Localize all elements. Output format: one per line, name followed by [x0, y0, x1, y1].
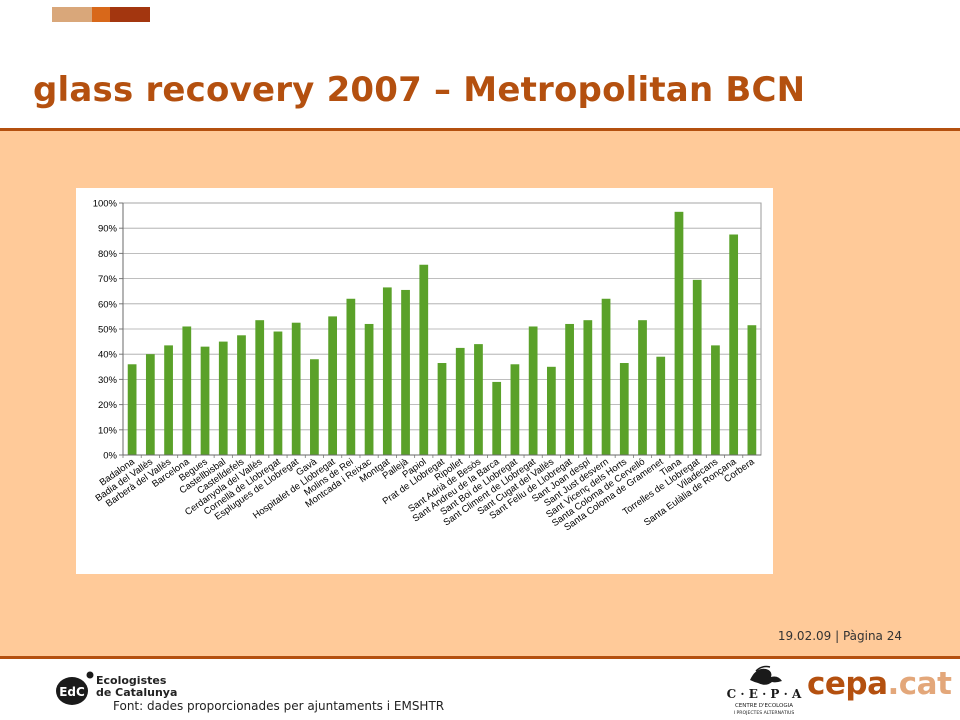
y-tick-label: 80%	[98, 249, 118, 260]
cepa-sub-2: I PROJECTES ALTERNATIUS	[734, 710, 795, 716]
bar	[492, 381, 502, 455]
bar	[145, 354, 155, 455]
bar	[164, 345, 173, 455]
bar	[583, 320, 593, 455]
edc-name-line2: de Catalunya	[96, 686, 178, 699]
y-tick-label: 90%	[98, 224, 118, 235]
bar	[328, 316, 338, 455]
bar	[747, 325, 757, 455]
bar	[638, 320, 647, 455]
glass-recovery-bar-chart: 0%10%20%30%40%50%60%70%80%90%100%Badalon…	[93, 199, 762, 533]
bar	[200, 346, 210, 455]
y-tick-label: 60%	[98, 299, 118, 310]
bar	[127, 364, 137, 455]
title-rule	[0, 128, 960, 131]
header-stripe-dark	[110, 7, 150, 22]
bar	[474, 344, 483, 455]
y-tick-label: 10%	[98, 425, 118, 436]
bar	[656, 356, 666, 455]
bar	[182, 326, 192, 455]
cepa-word-ext: .cat	[887, 666, 952, 702]
bar	[674, 211, 684, 455]
bar	[364, 323, 374, 455]
bar	[310, 359, 319, 455]
bar	[546, 366, 556, 455]
bar	[255, 320, 265, 455]
bar	[565, 323, 574, 455]
bar	[455, 347, 465, 455]
header-stripe-light	[52, 7, 92, 22]
y-tick-label: 30%	[98, 375, 118, 386]
footer-rule	[0, 656, 960, 659]
cepa-emblem-logo: C · E · P · A CENTRE D'ECOLOGIA I PROJEC…	[727, 665, 802, 716]
bar	[711, 345, 720, 455]
bar	[419, 264, 429, 455]
bar	[619, 363, 629, 455]
y-tick-label: 50%	[98, 325, 118, 336]
bar	[401, 289, 410, 455]
y-tick-label: 100%	[93, 199, 118, 210]
bar	[237, 335, 246, 455]
cepa-sub-1: CENTRE D'ECOLOGIA	[735, 703, 793, 709]
edc-name-line1: Ecologistes	[96, 674, 167, 687]
chart-panel: 0% 10% 20% 30% 40% 50% 60% 70% 80% 90% 100% Badalon…	[76, 188, 773, 574]
cepa-wordmark: cepa.cat	[807, 666, 952, 702]
y-tick-label: 20%	[98, 400, 118, 411]
bar	[273, 331, 283, 455]
bar	[218, 341, 228, 455]
header-stripe-orange	[92, 7, 110, 22]
bar	[510, 364, 520, 455]
bar	[601, 298, 611, 455]
cepa-letters: C · E · P · A	[727, 687, 802, 701]
bar	[291, 322, 301, 455]
y-tick-label: 0%	[103, 451, 117, 462]
bar	[382, 287, 392, 455]
date-page-number: 19.02.09 | Pàgina 24	[777, 629, 902, 643]
source-note: Font: dades proporcionades per ajuntamen…	[113, 699, 445, 713]
slide-title: glass recovery 2007 – Metropolitan BCN	[33, 70, 806, 110]
bar	[437, 363, 447, 455]
bar	[729, 234, 739, 455]
bar	[528, 326, 538, 455]
y-tick-label: 40%	[98, 350, 118, 361]
bar	[692, 279, 702, 455]
y-tick-label: 70%	[98, 274, 118, 285]
edc-mark: EdC	[59, 685, 85, 699]
edc-name: Ecologistes de Catalunya	[96, 675, 177, 699]
cepa-word-main: cepa	[807, 666, 888, 702]
edc-logo: EdC	[56, 671, 94, 705]
bar	[346, 298, 356, 455]
